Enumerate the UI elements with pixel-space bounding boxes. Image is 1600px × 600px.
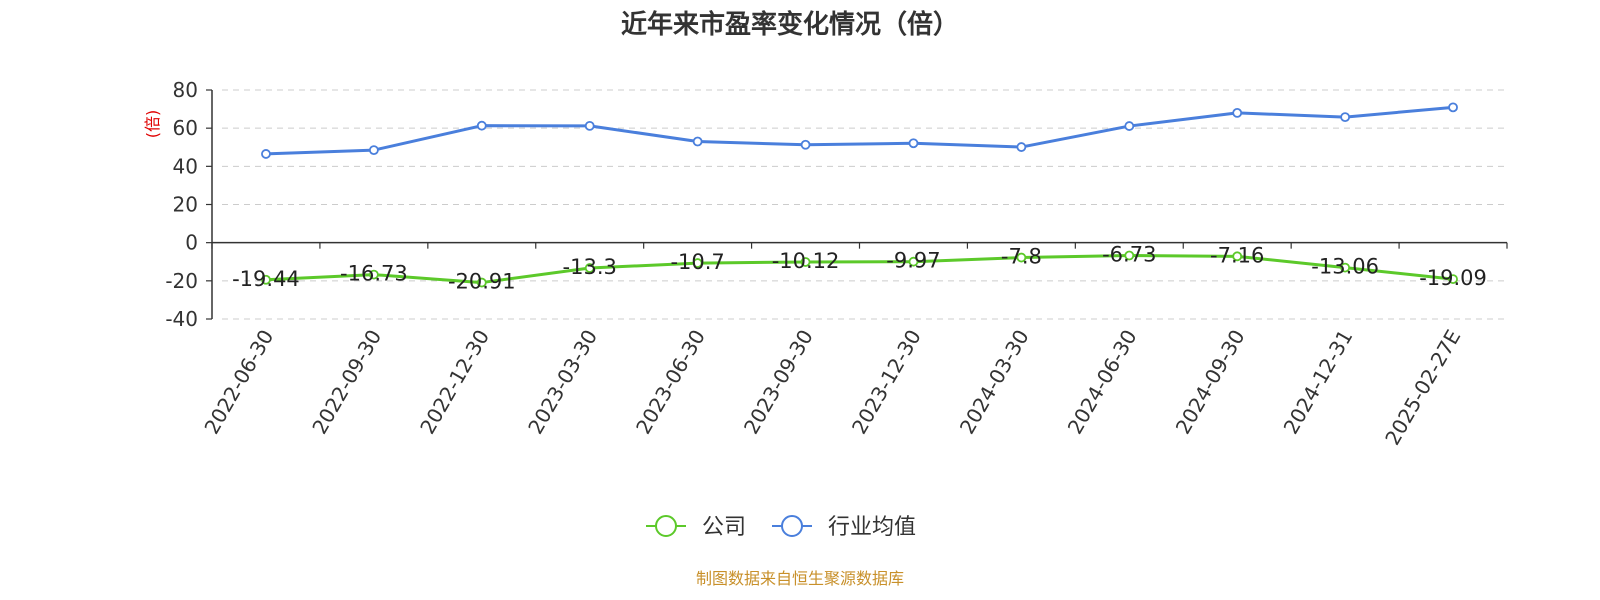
series-point-0[interactable] [368, 269, 379, 280]
series-point-1[interactable] [476, 120, 487, 131]
data-label: -16.73 [340, 262, 408, 286]
series-line-0 [265, 254, 1454, 285]
x-tick-label: 2023-12-30 [847, 325, 926, 438]
legend-item-1[interactable]: 行业均值 [772, 515, 916, 540]
series-point-1[interactable] [692, 136, 703, 147]
x-tick-label: 2023-06-30 [631, 326, 710, 439]
data-label: -20.91 [448, 270, 516, 294]
series-point-0[interactable] [261, 274, 271, 285]
data-label: -19.44 [232, 267, 300, 291]
data-label: -6.73 [1102, 243, 1156, 267]
x-tick-label: 2023-09-30 [739, 326, 818, 439]
y-tick-label: 0 [185, 231, 198, 255]
legend-item-0[interactable]: 公司 [646, 515, 746, 540]
data-label: -10.12 [772, 249, 840, 273]
y-tick-label: -40 [165, 307, 198, 331]
legend-label: 公司 [702, 515, 746, 540]
series-point-0[interactable] [1232, 251, 1243, 262]
series-point-1[interactable] [1016, 142, 1027, 152]
data-label: -9.97 [886, 249, 940, 273]
x-tick-label: 2024-06-30 [1063, 326, 1142, 439]
series-line-1 [265, 105, 1454, 156]
data-label: -13.3 [563, 255, 617, 279]
series-point-1[interactable] [1448, 102, 1458, 113]
series-point-0[interactable] [476, 277, 487, 288]
series-point-1[interactable] [908, 138, 919, 149]
legend-marker [655, 515, 677, 537]
legend-label: 行业均值 [828, 515, 916, 540]
series-point-0[interactable] [1016, 252, 1027, 263]
series-point-1[interactable] [1232, 108, 1243, 118]
series-layer [261, 102, 1458, 288]
series-point-1[interactable] [800, 139, 811, 150]
data-label: -10.7 [670, 250, 724, 274]
data-labels: -19.44 -16.73 -20.91 -13.3 -10.7 -10.12 -9.97 -… [232, 243, 1487, 294]
x-tick-label: 2024-03-30 [955, 326, 1034, 439]
series-point-1[interactable] [368, 145, 379, 156]
y-tick-label: -20 [165, 269, 198, 293]
y-axis-unit-label: (倍) [143, 110, 162, 139]
x-tick-label: 2022-06-30 [199, 326, 278, 439]
data-label: -13.06 [1311, 255, 1379, 279]
series-point-1[interactable] [1340, 112, 1351, 122]
series-point-1[interactable] [584, 120, 595, 131]
source-note: 制图数据来自恒生聚源数据库 [696, 569, 904, 588]
data-label: -7.8 [1001, 245, 1042, 269]
x-tick-label: 2025-02-27E [1380, 326, 1465, 450]
y-tick-label: 60 [173, 116, 198, 140]
series-point-0[interactable] [692, 258, 703, 268]
y-tick-label: 20 [173, 193, 198, 217]
series-point-0[interactable] [584, 263, 595, 273]
series-point-0[interactable] [1124, 250, 1135, 261]
series-point-0[interactable] [1448, 274, 1458, 284]
y-tick-label: 40 [173, 154, 198, 178]
series-point-1[interactable] [1124, 121, 1135, 131]
legend-marker [781, 515, 803, 537]
x-tick-label: 2024-12-31 [1279, 326, 1358, 439]
series-point-0[interactable] [800, 257, 811, 267]
grid-lines [222, 89, 1507, 320]
series-point-0[interactable] [1340, 262, 1351, 273]
data-label: -19.09 [1419, 266, 1487, 290]
x-tick-label: 2023-03-30 [523, 326, 602, 439]
legend[interactable]: 公司 行业均值 [646, 515, 916, 540]
y-tick-label: 80 [173, 78, 198, 102]
data-label: -7.16 [1210, 243, 1264, 267]
series-point-0[interactable] [908, 256, 919, 267]
x-tick-label: 2022-09-30 [307, 326, 386, 439]
x-tick-label: 2022-12-30 [415, 325, 494, 438]
chart-title: 近年来市盈率变化情况（倍） [621, 9, 959, 40]
series-point-1[interactable] [261, 149, 271, 159]
x-tick-label: 2024-09-30 [1171, 326, 1250, 439]
